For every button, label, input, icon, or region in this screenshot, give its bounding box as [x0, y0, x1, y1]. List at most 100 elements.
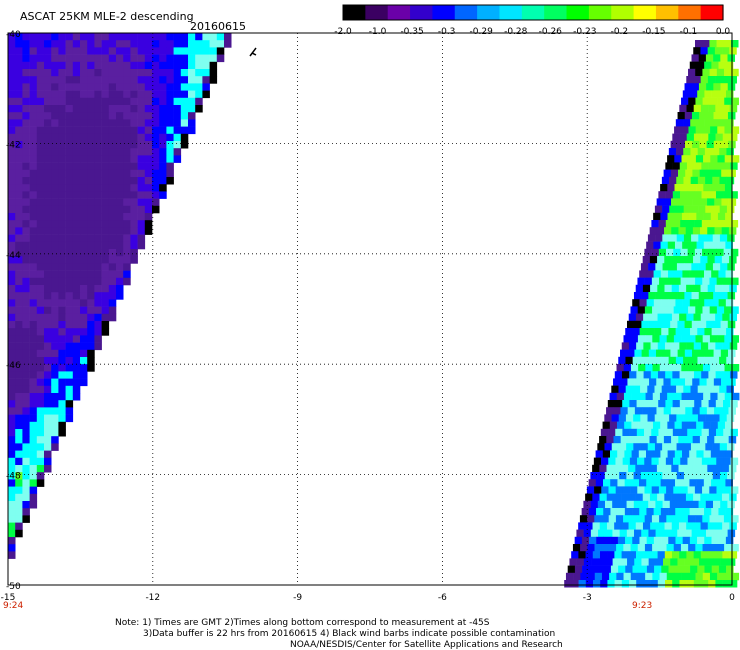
- swath-cell: [643, 551, 651, 559]
- swath-cell: [209, 54, 218, 63]
- swath-cell: [653, 450, 661, 458]
- swath-cell: [80, 162, 88, 171]
- swath-cell: [188, 119, 196, 127]
- swath-cell: [202, 47, 210, 55]
- swath-cell: [688, 306, 696, 314]
- swath-cell: [722, 313, 730, 322]
- swath-cell: [58, 90, 66, 99]
- swath-cell: [672, 428, 681, 437]
- swath-cell: [702, 68, 710, 77]
- swath-cell: [22, 436, 30, 444]
- swath-cell: [80, 69, 88, 77]
- swath-cell: [72, 184, 81, 192]
- swath-cell: [159, 40, 167, 48]
- swath-cell: [8, 501, 16, 509]
- swath-cell: [101, 205, 110, 214]
- swath-cell: [65, 357, 74, 365]
- swath-cell: [166, 148, 174, 156]
- swath-cell: [65, 83, 74, 91]
- swath-cell: [642, 493, 651, 502]
- swath-cell: [623, 544, 631, 552]
- swath-cell: [666, 277, 674, 286]
- swath-cell: [664, 551, 673, 559]
- swath-cell: [202, 69, 210, 77]
- colorbar-swatch: [566, 5, 590, 20]
- swath-cell: [681, 155, 689, 163]
- swath-cell: [611, 443, 620, 451]
- swath-cell: [87, 177, 95, 185]
- swath-cell: [610, 536, 619, 545]
- swath-cell: [209, 40, 218, 48]
- swath-cell: [51, 227, 59, 235]
- swath-cell: [699, 378, 707, 386]
- swath-cell: [645, 364, 653, 372]
- swath-cell: [152, 97, 160, 106]
- swath-cell: [87, 141, 95, 149]
- swath-cell: [723, 515, 732, 523]
- swath-cell: [44, 177, 52, 185]
- swath-cell: [652, 392, 661, 401]
- swath-cell: [655, 263, 663, 271]
- swath-cell: [710, 212, 719, 221]
- swath-cell: [8, 522, 16, 531]
- swath-cell: [707, 464, 715, 473]
- swath-cell: [644, 486, 652, 494]
- swath-cell: [591, 558, 599, 566]
- swath-cell: [8, 47, 16, 55]
- swath-cell: [705, 472, 714, 480]
- swath-cell: [696, 508, 705, 516]
- swath-cell: [15, 90, 23, 99]
- swath-cell: [701, 220, 710, 228]
- swath-cell: [108, 241, 117, 250]
- swath-cell: [8, 241, 16, 250]
- swath-cell: [708, 428, 717, 437]
- swath-cell: [727, 83, 736, 91]
- swath-cell: [15, 285, 23, 293]
- swath-cell: [675, 119, 684, 127]
- swath-cell: [51, 241, 59, 250]
- swath-cell: [700, 104, 709, 113]
- swath-cell: [668, 328, 676, 336]
- swath-cell: [631, 421, 639, 430]
- swath-cell: [87, 47, 95, 55]
- swath-cell: [660, 212, 668, 221]
- swath-cell: [108, 97, 117, 106]
- swath-cell: [650, 284, 658, 293]
- swath-cell: [684, 112, 693, 120]
- swath-cell: [22, 371, 30, 379]
- swath-cell: [58, 285, 66, 293]
- swath-cell: [708, 162, 717, 170]
- swath-cell: [101, 227, 110, 235]
- swath-cell: [645, 421, 654, 430]
- swath-cell: [58, 263, 66, 271]
- swath-cell: [617, 508, 626, 516]
- swath-cell: [72, 119, 81, 127]
- swath-cell: [660, 270, 669, 278]
- swath-cell: [144, 97, 153, 106]
- swath-cell: [116, 191, 124, 199]
- swath-cell: [108, 205, 117, 214]
- swath-cell: [202, 33, 210, 41]
- swath-cell: [691, 112, 700, 120]
- swath-cell: [718, 508, 726, 516]
- swath-cell: [195, 76, 203, 84]
- swath-cell: [51, 285, 59, 293]
- swath-cell: [123, 256, 131, 264]
- swath-cell: [58, 148, 66, 156]
- swath-cell: [72, 69, 81, 77]
- swath-cell: [116, 292, 124, 300]
- swath-cell: [58, 349, 66, 358]
- swath-cell: [15, 256, 23, 264]
- swath-cell: [8, 537, 16, 545]
- swath-cell: [718, 241, 726, 250]
- map-panel: -40-42-44-46-48-50 -15 -12 -9 -6 -3 0 9:24 9:…: [1, 30, 740, 611]
- swath-cell: [116, 198, 124, 207]
- swath-cell: [137, 76, 146, 84]
- swath-cell: [72, 126, 81, 135]
- swath-cell: [87, 148, 95, 156]
- swath-cell: [655, 558, 664, 566]
- swath-cell: [137, 198, 146, 207]
- swath-cell: [51, 54, 59, 63]
- swath-cell: [8, 76, 16, 84]
- swath-cell: [87, 285, 95, 293]
